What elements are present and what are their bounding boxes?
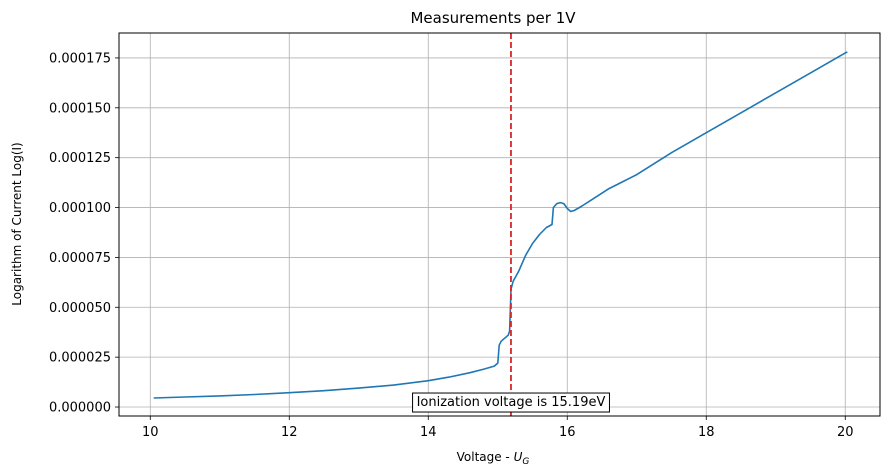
x-tick-label: 16 bbox=[559, 425, 576, 440]
x-axis: 10 12 14 16 18 20 bbox=[142, 416, 854, 440]
x-axis-label-symbol: U bbox=[514, 450, 523, 464]
y-tick-label: 0.000000 bbox=[49, 401, 111, 416]
x-axis-label: Voltage - UG bbox=[457, 450, 530, 467]
y-tick-label: 0.000075 bbox=[49, 251, 111, 266]
x-tick-label: 20 bbox=[837, 425, 854, 440]
y-axis: 0.000000 0.000025 0.000050 0.000075 0.000100… bbox=[49, 51, 119, 416]
x-tick-label: 12 bbox=[281, 425, 298, 440]
x-axis-label-subscript: G bbox=[522, 457, 529, 467]
plot-frame bbox=[118, 32, 881, 417]
annotation-layer: Ionization voltage is 15.19eV bbox=[412, 392, 610, 413]
x-tick-label: 14 bbox=[420, 425, 437, 440]
series-layer bbox=[153, 51, 848, 399]
x-axis-label-text: Voltage - bbox=[457, 450, 514, 464]
x-tick-label: 10 bbox=[142, 425, 159, 440]
y-tick-label: 0.000150 bbox=[49, 101, 111, 116]
y-tick-label: 0.000125 bbox=[49, 151, 111, 166]
annotation-text: Ionization voltage is 15.19eV bbox=[417, 395, 606, 410]
y-axis-label: Logarithm of Current Log(I) bbox=[10, 142, 24, 305]
annotation-box bbox=[412, 392, 610, 413]
chart-title: Measurements per 1V bbox=[410, 9, 576, 27]
y-tick-label: 0.000175 bbox=[49, 51, 111, 66]
y-tick-label: 0.000025 bbox=[49, 351, 111, 366]
grid bbox=[119, 33, 880, 416]
y-tick-label: 0.000100 bbox=[49, 201, 111, 216]
series-line bbox=[153, 51, 848, 399]
x-tick-label: 18 bbox=[698, 425, 715, 440]
y-tick-label: 0.000050 bbox=[49, 301, 111, 316]
